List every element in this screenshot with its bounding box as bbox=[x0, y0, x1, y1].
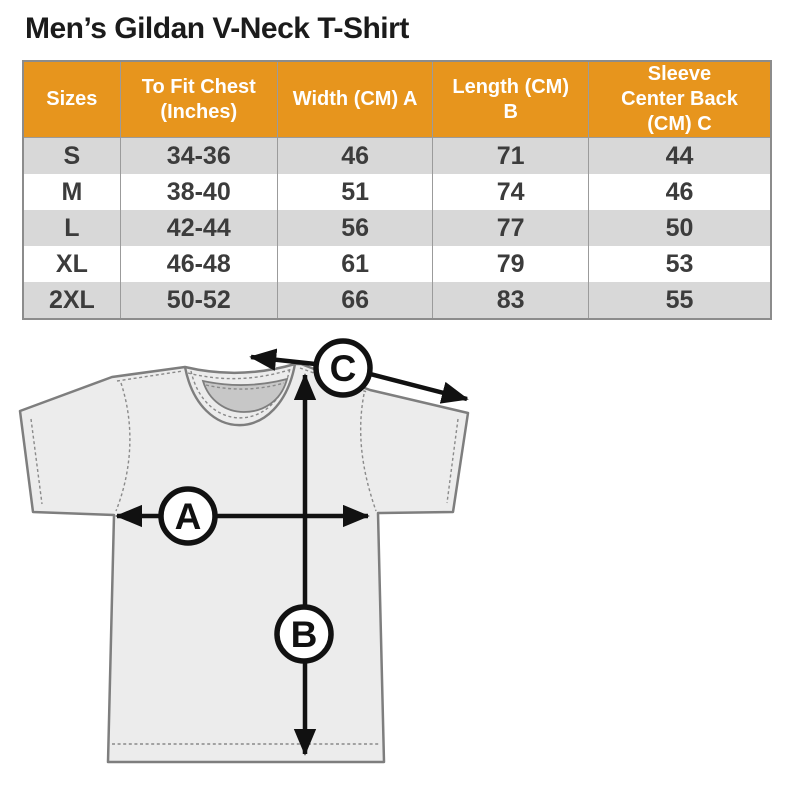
cell-length: 74 bbox=[432, 174, 589, 210]
cell-sleeve: 44 bbox=[587, 137, 772, 174]
cell-chest: 42-44 bbox=[119, 210, 278, 246]
cell-size: 2XL bbox=[22, 282, 121, 319]
cell-width: 61 bbox=[276, 246, 434, 282]
left-sleeve-seam bbox=[115, 382, 131, 512]
length-label-circle bbox=[274, 604, 334, 664]
cell-sleeve: 53 bbox=[587, 246, 772, 282]
cell-width: 56 bbox=[276, 210, 434, 246]
header-chest: To Fit Chest (Inches) bbox=[119, 60, 278, 138]
table-row: XL 46-48 61 79 53 bbox=[22, 246, 772, 282]
collar-band-stitch bbox=[187, 368, 293, 380]
size-chart-table: Sizes To Fit Chest (Inches) Width (CM) A… bbox=[22, 60, 772, 320]
sleeve-label-circle bbox=[313, 338, 373, 398]
sleeve-label-letter: C bbox=[330, 348, 357, 389]
neckline-stitch bbox=[190, 367, 291, 419]
length-label: B bbox=[274, 604, 334, 664]
cell-length: 77 bbox=[432, 210, 589, 246]
sleeve-label: C bbox=[313, 338, 373, 398]
table-row: 2XL 50-52 66 83 55 bbox=[22, 282, 772, 319]
width-label-circle bbox=[158, 486, 218, 546]
table-row: M 38-40 51 74 46 bbox=[22, 174, 772, 210]
table-row: S 34-36 46 71 44 bbox=[22, 137, 772, 174]
header-width: Width (CM) A bbox=[276, 60, 434, 138]
table-header-row: Sizes To Fit Chest (Inches) Width (CM) A… bbox=[22, 60, 772, 138]
width-label-letter: A bbox=[175, 496, 202, 537]
right-sleeve-seam bbox=[359, 393, 377, 512]
cell-chest: 46-48 bbox=[119, 246, 278, 282]
cell-sleeve: 55 bbox=[587, 282, 772, 319]
table-row: L 42-44 56 77 50 bbox=[22, 210, 772, 246]
cell-chest: 34-36 bbox=[119, 137, 278, 174]
cell-length: 71 bbox=[432, 137, 589, 174]
length-label-letter: B bbox=[291, 614, 318, 655]
cell-size: S bbox=[22, 137, 121, 174]
header-length: Length (CM) B bbox=[432, 60, 589, 138]
cell-width: 51 bbox=[276, 174, 434, 210]
collar-inner-stitch bbox=[205, 382, 285, 390]
cell-size: M bbox=[22, 174, 121, 210]
width-label: A bbox=[158, 486, 218, 546]
header-sizes: Sizes bbox=[22, 60, 121, 138]
header-sleeve: Sleeve Center Back (CM) C bbox=[587, 60, 772, 138]
cell-width: 66 bbox=[276, 282, 434, 319]
cell-chest: 50-52 bbox=[119, 282, 278, 319]
cell-size: XL bbox=[22, 246, 121, 282]
cell-chest: 38-40 bbox=[119, 174, 278, 210]
right-sleeve-hem-stitch bbox=[446, 418, 459, 504]
cell-length: 83 bbox=[432, 282, 589, 319]
page-title: Men’s Gildan V-Neck T-Shirt bbox=[25, 12, 409, 45]
cell-sleeve: 50 bbox=[587, 210, 772, 246]
cell-length: 79 bbox=[432, 246, 589, 282]
cell-width: 46 bbox=[276, 137, 434, 174]
cell-size: L bbox=[22, 210, 121, 246]
cell-sleeve: 46 bbox=[587, 174, 772, 210]
